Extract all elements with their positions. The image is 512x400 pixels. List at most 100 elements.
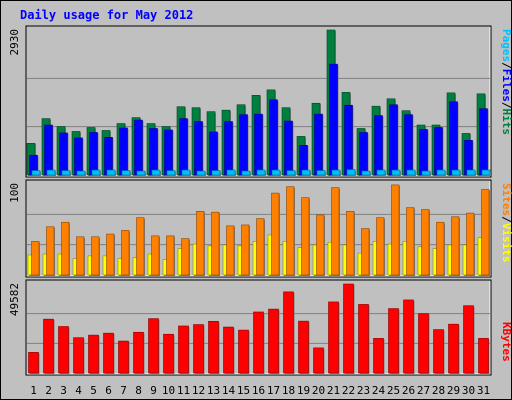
- bar-pages-3: [61, 170, 71, 176]
- x-tick-label-13: 13: [207, 384, 220, 397]
- x-tick-label-20: 20: [312, 384, 325, 397]
- legend-separator: /: [500, 216, 512, 223]
- bar-kbytes-20: [313, 347, 325, 374]
- x-tick-label-11: 11: [177, 384, 190, 397]
- bar-sites-13: [211, 211, 220, 276]
- x-tick-label-12: 12: [192, 384, 205, 397]
- panel-hits-files-pages: 2930 Pages/Files/Hits: [8, 25, 512, 178]
- bar-kbytes-23: [358, 304, 370, 374]
- x-tick-label-28: 28: [432, 384, 445, 397]
- bar-files-8: [134, 119, 144, 176]
- bar-sites-14: [226, 225, 235, 276]
- bar-pages-14: [226, 169, 236, 176]
- bar-sites-31: [481, 189, 490, 276]
- bar-pages-30: [466, 169, 476, 176]
- panel-legend: KBytes: [500, 322, 512, 362]
- bar-sites-18: [286, 186, 295, 276]
- bar-kbytes-5: [88, 334, 100, 374]
- bar-pages-15: [241, 170, 251, 176]
- bar-kbytes-25: [388, 308, 400, 374]
- bar-files-13: [209, 131, 219, 176]
- x-axis-day-labels: 1 2 3 4 5 6 7 8 9 10 11 12 13 14 15 16 17 18 19 20 21 22 23 24 2…: [30, 384, 490, 397]
- svg-text:KBytes: KBytes: [500, 322, 512, 362]
- bar-sites-7: [121, 230, 130, 276]
- bar-files-5: [89, 132, 99, 176]
- bar-sites-9: [151, 235, 160, 276]
- bar-kbytes-16: [253, 311, 265, 374]
- x-tick-label-14: 14: [222, 384, 236, 397]
- legend-separator: /: [500, 62, 512, 69]
- bar-kbytes-2: [43, 318, 55, 374]
- x-tick-label-18: 18: [282, 384, 295, 397]
- bar-sites-25: [391, 184, 400, 276]
- bar-kbytes-28: [433, 329, 445, 374]
- bar-files-29: [449, 101, 459, 176]
- bar-kbytes-6: [103, 332, 115, 374]
- bar-kbytes-18: [283, 291, 295, 374]
- bar-kbytes-26: [403, 299, 415, 374]
- bar-pages-19: [301, 169, 311, 176]
- bar-files-4: [74, 137, 84, 176]
- legend-item-pages: Pages: [500, 29, 512, 62]
- bar-kbytes-10: [163, 333, 175, 374]
- bar-sites-8: [136, 217, 145, 276]
- bar-sites-5: [91, 236, 100, 276]
- bar-sites-23: [361, 228, 370, 276]
- bar-files-27: [419, 129, 429, 176]
- bar-sites-17: [271, 192, 280, 276]
- y-max-label: 49582: [8, 283, 21, 316]
- bar-files-12: [194, 121, 204, 176]
- bar-kbytes-4: [73, 337, 85, 374]
- bar-kbytes-29: [448, 323, 460, 374]
- bar-kbytes-3: [58, 326, 70, 374]
- bar-pages-25: [391, 169, 401, 176]
- x-tick-label-26: 26: [402, 384, 415, 397]
- bar-sites-30: [466, 212, 475, 276]
- bar-pages-21: [331, 169, 341, 176]
- bar-sites-10: [166, 235, 175, 276]
- bar-pages-6: [106, 169, 116, 176]
- bar-files-7: [119, 127, 129, 176]
- x-tick-label-2: 2: [45, 384, 52, 397]
- x-tick-label-6: 6: [105, 384, 112, 397]
- x-tick-label-29: 29: [447, 384, 460, 397]
- bar-kbytes-9: [148, 318, 160, 374]
- bar-pages-17: [271, 169, 281, 176]
- bar-kbytes-17: [268, 308, 280, 374]
- bar-kbytes-8: [133, 331, 145, 374]
- x-tick-label-25: 25: [387, 384, 400, 397]
- bar-sites-12: [196, 211, 205, 276]
- bar-pages-7: [121, 170, 131, 176]
- bar-sites-11: [181, 238, 190, 276]
- bar-pages-16: [256, 169, 266, 176]
- bar-pages-11: [181, 169, 191, 176]
- bar-sites-4: [76, 236, 85, 276]
- legend-item-files: Files: [500, 69, 512, 102]
- bar-pages-24: [376, 169, 386, 176]
- bar-files-15: [239, 114, 249, 176]
- bar-kbytes-13: [208, 321, 220, 374]
- bar-pages-9: [151, 169, 161, 176]
- bar-files-16: [254, 113, 264, 176]
- x-tick-label-23: 23: [357, 384, 370, 397]
- legend-item-kbytes: KBytes: [500, 322, 512, 362]
- bar-files-10: [164, 129, 174, 176]
- legend-item-sites: Sites: [500, 183, 512, 216]
- bar-pages-8: [136, 170, 146, 176]
- x-tick-label-16: 16: [252, 384, 265, 397]
- bar-sites-16: [256, 218, 265, 276]
- bar-sites-21: [331, 187, 340, 276]
- bar-pages-31: [481, 169, 491, 176]
- x-tick-label-19: 19: [297, 384, 310, 397]
- bar-sites-3: [61, 221, 70, 276]
- x-tick-label-8: 8: [135, 384, 142, 397]
- bar-kbytes-11: [178, 325, 190, 374]
- bar-pages-10: [166, 170, 176, 176]
- bar-sites-6: [106, 233, 115, 276]
- bar-kbytes-22: [343, 283, 355, 374]
- bar-kbytes-1: [28, 352, 40, 374]
- bar-files-22: [344, 104, 354, 176]
- x-tick-label-22: 22: [342, 384, 355, 397]
- bar-files-25: [389, 104, 399, 176]
